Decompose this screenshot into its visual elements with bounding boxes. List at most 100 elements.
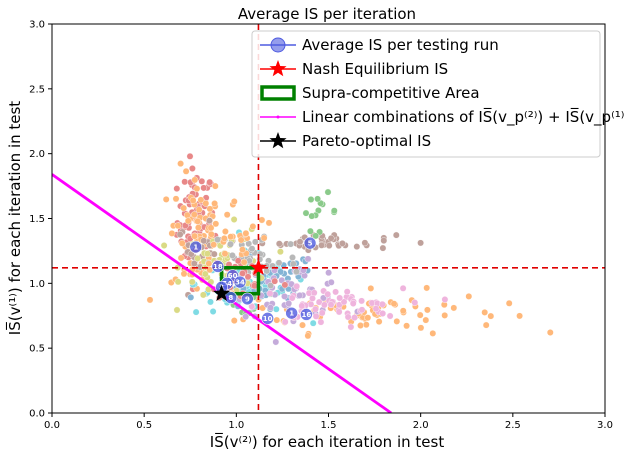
scatter-point: [310, 289, 318, 297]
scatter-point: [344, 313, 352, 321]
scatter-point: [230, 198, 238, 205]
scatter-point: [271, 277, 279, 285]
run-marker-label: 60: [228, 272, 238, 280]
scatter-point: [312, 305, 319, 313]
legend-entry: Pareto-optimal IS: [260, 132, 431, 150]
scatter-point: [206, 178, 214, 186]
scatter-point: [220, 234, 228, 242]
scatter-point: [146, 296, 154, 304]
scatter-point: [325, 242, 333, 250]
scatter-point: [190, 260, 198, 267]
legend-swatch-circle: [270, 37, 286, 53]
scatter-point: [211, 182, 219, 190]
run-marker-label: 1: [193, 244, 198, 252]
run-marker: [303, 236, 317, 250]
scatter-point: [177, 160, 185, 168]
scatter-point: [214, 236, 221, 244]
y-axis: 0.0 0.5 1.0 1.5 2.0 2.5 3.0: [29, 20, 52, 420]
scatter-point: [362, 321, 370, 329]
scatter-point: [239, 270, 246, 277]
scatter-point: [298, 302, 306, 310]
scatter-point: [441, 311, 449, 319]
scatter-point: [411, 299, 419, 306]
scatter-point: [487, 312, 495, 320]
scatter-point: [403, 322, 410, 330]
scatter-point: [296, 291, 304, 299]
scatter-point: [209, 308, 217, 315]
scatter-point: [207, 230, 215, 238]
scatter-point: [178, 239, 186, 247]
scatter-point: [273, 316, 281, 324]
scatter-point: [351, 314, 358, 321]
run-marker-label: 9: [245, 295, 250, 303]
scatter-point: [198, 177, 206, 185]
scatter-point: [239, 246, 246, 254]
scatter-point: [200, 237, 208, 245]
scatter-point: [287, 240, 295, 248]
scatter-point: [375, 318, 383, 325]
scatter-point: [186, 152, 194, 160]
scatter-point: [324, 290, 332, 298]
scatter-point: [248, 245, 256, 253]
scatter-point: [173, 306, 181, 314]
scatter-point: [422, 316, 430, 324]
scatter-point: [293, 268, 300, 276]
scatter-point: [481, 308, 489, 316]
scatter-point: [203, 250, 211, 258]
scatter-point: [242, 229, 250, 237]
scatter-point: [160, 242, 168, 249]
legend-entry: Average IS per testing run: [260, 36, 499, 54]
scatter-point: [194, 254, 202, 262]
y-tick-label: 2.0: [29, 149, 45, 160]
scatter-point: [263, 267, 271, 275]
scatter-point: [353, 243, 361, 251]
scatter-point: [173, 185, 181, 193]
run-marker: [241, 292, 254, 306]
y-axis-title: IS̅(v⁽¹⁾) for each iteration in test: [5, 101, 24, 336]
scatter-point: [349, 300, 357, 307]
scatter-point: [259, 304, 266, 312]
scatter-point: [327, 301, 335, 309]
scatter-point: [319, 294, 327, 302]
y-tick-label: 1.5: [29, 214, 45, 225]
scatter-point: [210, 250, 218, 258]
scatter-point: [205, 260, 213, 267]
scatter-point: [230, 317, 238, 324]
scatter-point: [347, 323, 355, 331]
scatter-point: [416, 311, 424, 319]
scatter-point: [450, 304, 458, 312]
scatter-point: [205, 217, 213, 225]
scatter-point: [314, 195, 321, 203]
scatter-point: [304, 332, 312, 340]
scatter-point: [242, 313, 250, 321]
scatter-point: [221, 250, 229, 258]
scatter-point: [266, 290, 274, 297]
scatter-point: [393, 317, 401, 325]
legend: Average IS per testing run Nash Equilibri…: [251, 30, 625, 158]
scatter-point: [244, 273, 252, 281]
y-tick-label: 0.0: [29, 409, 45, 420]
x-axis-title: IS̅(v⁽²⁾) for each iteration in test: [210, 432, 445, 451]
run-marker-label: 54: [222, 280, 232, 288]
scatter-point: [275, 240, 283, 248]
scatter-point: [330, 207, 338, 215]
scatter-point: [212, 220, 220, 228]
legend-entry: Linear combinations of IS̅(v_p⁽²⁾) + IS̅…: [260, 107, 625, 127]
scatter-point: [182, 167, 190, 175]
scatter-point: [191, 176, 199, 184]
legend-label: Nash Equilibrium IS: [302, 60, 448, 78]
scatter-point: [390, 300, 398, 308]
legend-entry: Supra-competitive Area: [260, 84, 480, 102]
run-marker-label: 10: [263, 315, 273, 323]
nash-equilibrium-star: [249, 258, 268, 276]
x-tick-label: 1.5: [321, 420, 337, 431]
scatter-point: [281, 318, 289, 326]
run-marker: [211, 260, 225, 273]
legend-swatch-rect: [260, 85, 296, 101]
scatter-point: [272, 305, 280, 313]
x-tick-label: 3.0: [597, 420, 613, 431]
run-marker-label: 16: [302, 311, 312, 319]
plot-frame: [51, 23, 606, 414]
scatter-point: [176, 231, 184, 238]
